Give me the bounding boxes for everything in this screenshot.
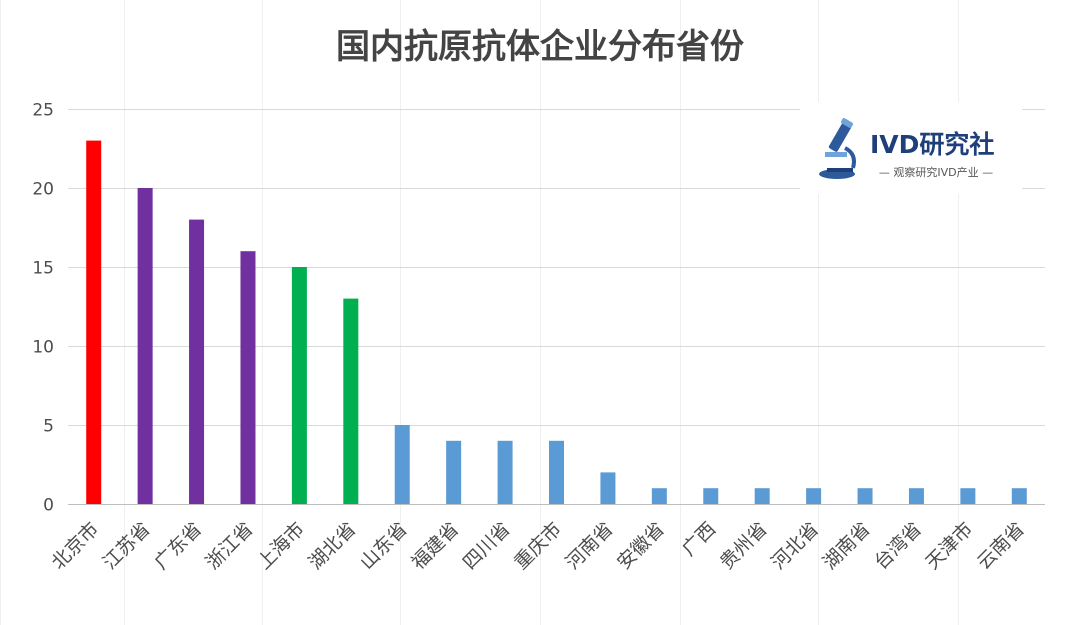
bar [857,488,873,504]
x-tick-label: 湖南省 [819,518,875,574]
bar [497,440,513,504]
bar [394,425,410,504]
x-tick-label: 湖北省 [304,518,360,574]
x-tick-label: 台湾省 [870,518,926,574]
bar [343,298,359,504]
x-tick-label: 江苏省 [99,518,155,574]
x-tick-label: 上海市 [253,518,309,574]
bar [754,488,770,504]
bar [806,488,822,504]
y-tick-label: 20 [32,180,54,200]
x-tick-label: 云南省 [973,518,1029,574]
x-tick-label: 贵州省 [716,518,772,574]
x-tick-label: 安徽省 [613,518,669,574]
bar [1011,488,1027,504]
y-tick-label: 10 [32,338,54,358]
y-tick-label: 5 [43,417,54,437]
x-tick-label: 浙江省 [202,518,258,574]
logo-tagline: — 观察研究IVD产业 — [879,165,993,179]
y-tick-label: 15 [32,259,54,279]
x-tick-label: 天津市 [922,518,978,574]
x-tick-label: 重庆市 [510,518,566,574]
x-tick-label: 福建省 [407,518,463,574]
bar [446,440,462,504]
bar [137,188,153,504]
bar [651,488,667,504]
bar [189,219,205,504]
x-tick-label: 山东省 [356,518,412,574]
microscope-icon [819,118,856,179]
y-tick-label: 0 [43,496,54,516]
x-tick-label: 广东省 [150,518,206,574]
x-tick-label: 四川省 [459,518,515,574]
x-tick-label: 北京市 [47,518,103,574]
y-tick-label: 25 [32,101,54,121]
x-tick-label: 河南省 [562,518,618,574]
bar [908,488,924,504]
logo-name: IVD研究社 [870,130,994,159]
x-tick-label: 广西 [678,518,720,560]
bar [600,472,616,504]
bars [86,140,1027,504]
bar [86,140,102,504]
chart-title: 国内抗原抗体企业分布省份 [336,27,744,67]
x-tick-label: 河北省 [767,518,823,574]
bar [960,488,976,504]
bar [703,488,719,504]
bar [549,440,564,504]
y-axis-ticks: 0 5 10 15 20 25 [32,101,54,516]
logo: IVD研究社 — 观察研究IVD产业 — [800,102,1022,194]
bar [291,267,307,504]
bar [240,251,256,504]
